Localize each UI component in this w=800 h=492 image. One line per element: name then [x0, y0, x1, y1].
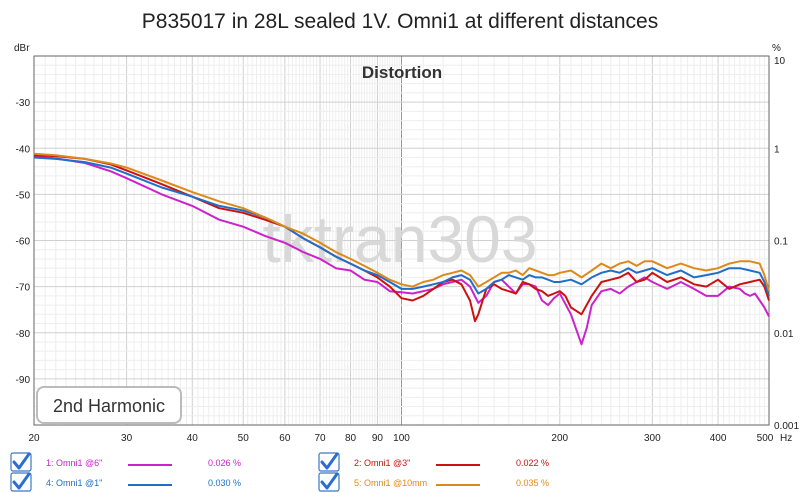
- x-tick-label: 100: [393, 433, 410, 444]
- legend-thd-value: 0.026 %: [208, 458, 242, 468]
- x-tick-label: 40: [187, 433, 199, 444]
- legend-item-4[interactable]: 5: Omni1 @10mm 0.035 %: [318, 472, 608, 492]
- series-layer: [33, 152, 770, 346]
- x-tick-label: 200: [551, 433, 568, 444]
- y-right-label: %: [772, 43, 781, 54]
- y-left-tick-label: -90: [16, 375, 31, 386]
- legend-item-2[interactable]: 2: Omni1 @3" 0.022 %: [318, 452, 608, 472]
- chart-title: P835017 in 28L sealed 1V. Omni1 at diffe…: [142, 10, 658, 33]
- x-tick-label: 80: [345, 433, 357, 444]
- y-left-tick-label: -70: [16, 283, 31, 294]
- y-left-label: dBr: [14, 43, 30, 54]
- x-tick-label: 400: [710, 433, 727, 444]
- y-left-tick-label: -80: [16, 329, 31, 340]
- legend-item-1[interactable]: 1: Omni1 @6" 0.026 %: [10, 452, 300, 472]
- legend-line-swatch: [436, 484, 480, 486]
- checkbox-checked-icon[interactable]: [318, 452, 340, 472]
- legend-thd-value: 0.035 %: [516, 478, 550, 488]
- y-left-tick-label: -40: [16, 144, 31, 155]
- y-left-tick-label: -60: [16, 237, 31, 248]
- legend: 1: Omni1 @6" 0.026 % 2: Omni1 @3" 0.022 % 4:…: [0, 448, 800, 492]
- legend-line-swatch: [128, 484, 172, 486]
- series-line-4: [33, 152, 770, 292]
- x-unit-label: Hz: [780, 433, 792, 444]
- legend-thd-value: 0.022 %: [516, 458, 550, 468]
- x-tick-label: 300: [644, 433, 661, 444]
- checkbox-checked-icon[interactable]: [10, 452, 32, 472]
- legend-line-swatch: [128, 464, 172, 466]
- y-right-tick-label: 0.1: [774, 237, 788, 248]
- x-tick-label: 20: [28, 433, 40, 444]
- x-tick-label: 30: [121, 433, 133, 444]
- x-tick-label: 90: [372, 433, 384, 444]
- legend-series-name: 2: Omni1 @3": [354, 458, 411, 468]
- annotation-box: 2nd Harmonic: [36, 386, 182, 424]
- tick-labels: 20 30 40 50 60 70 80 90 100 200 300 400 500 Hz -30 -40 -…: [16, 56, 800, 444]
- legend-series-name: 5: Omni1 @10mm: [354, 478, 428, 488]
- checkbox-checked-icon[interactable]: [10, 472, 32, 492]
- y-right-tick-label: 0.001: [774, 421, 799, 432]
- x-tick-label: 60: [279, 433, 291, 444]
- legend-thd-value: 0.030 %: [208, 478, 242, 488]
- checkbox-checked-icon[interactable]: [318, 472, 340, 492]
- legend-series-name: 4: Omni1 @1": [46, 478, 103, 488]
- x-tick-label: 70: [314, 433, 326, 444]
- chart-subtitle: Distortion: [362, 63, 442, 82]
- legend-line-swatch: [436, 464, 480, 466]
- annotation-text: 2nd Harmonic: [53, 396, 165, 416]
- watermark-text: tktran303: [262, 202, 537, 276]
- legend-series-name: 1: Omni1 @6": [46, 458, 103, 468]
- y-right-tick-label: 0.01: [774, 329, 794, 340]
- y-left-tick-label: -30: [16, 98, 31, 109]
- y-right-tick-label: 10: [774, 56, 786, 67]
- x-tick-label: 50: [238, 433, 250, 444]
- plot-frame: [33, 55, 770, 426]
- legend-item-3[interactable]: 4: Omni1 @1" 0.030 %: [10, 472, 300, 492]
- y-right-tick-label: 1: [774, 144, 780, 155]
- y-left-tick-label: -50: [16, 190, 31, 201]
- x-tick-label: 500: [757, 433, 774, 444]
